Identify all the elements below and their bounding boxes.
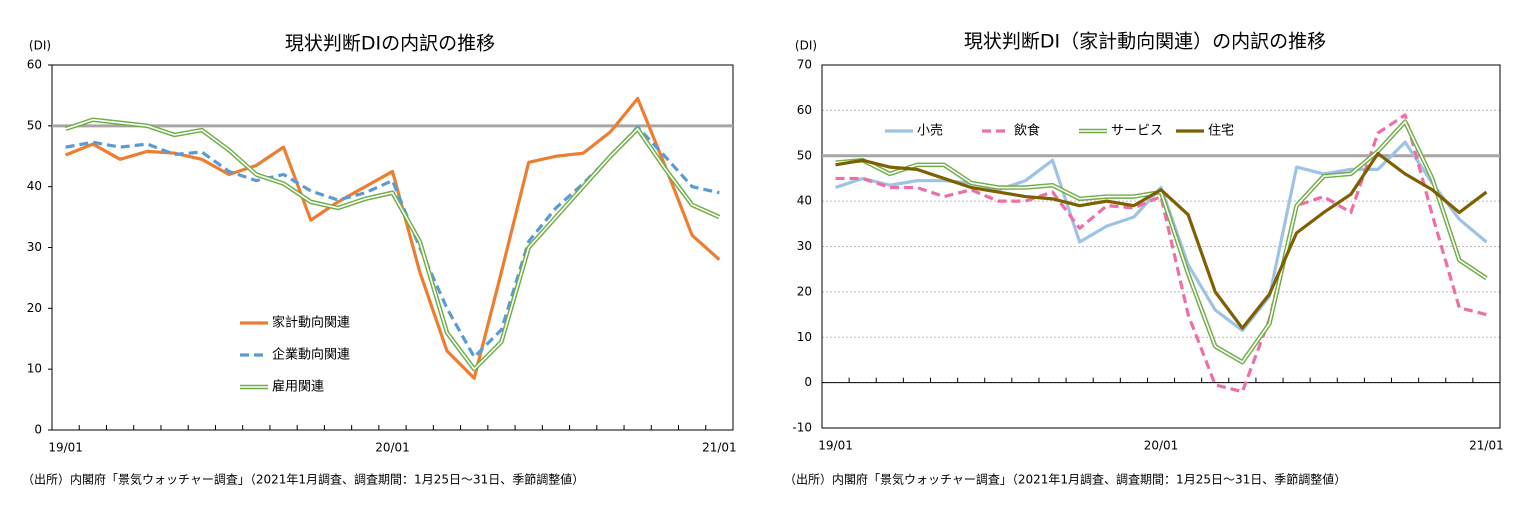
line [64,117,721,372]
y-tick-label: 10 [797,330,812,344]
x-tick-label: 20/01 [1144,439,1179,453]
y-tick-label: 60 [797,103,812,117]
line [835,113,1487,394]
legend-label: 小売 [917,123,943,139]
chart-title: 現状判断DIの内訳の推移 [285,33,495,55]
legend-label: 家計動向関連 [272,315,350,331]
y-tick-label: -10 [792,421,812,435]
line [65,125,720,359]
y-unit: (DI) [795,39,817,53]
y-tick-label: 50 [797,148,812,162]
plot-frame [821,64,1501,429]
chart-title: 現状判断DI（家計動向関連）の内訳の推移 [964,31,1326,53]
y-tick-label: 10 [27,362,42,376]
y-tick-label: 70 [797,58,812,72]
line [835,151,1488,330]
x-tick-label: 21/01 [702,441,737,455]
y-tick-label: 40 [27,179,42,193]
line-inner [65,118,720,371]
line [65,96,721,380]
line [835,140,1488,333]
legend-label: 飲食 [1014,123,1040,139]
y-tick-label: 20 [27,301,42,315]
y-tick-label: 40 [797,194,812,208]
line-inner [835,120,1487,364]
y-tick-label: 0 [34,423,42,437]
source-note: （出所）内閣府「景気ウォッチャー調査」（2021年1月調査、調査期間：1月25日… [22,472,584,487]
legend-label: 企業動向関連 [272,347,350,363]
y-tick-label: 50 [27,118,42,132]
y-tick-label: 20 [797,284,812,298]
legend-label: 住宅 [1208,124,1234,139]
x-tick-label: 19/01 [48,441,83,455]
x-tick-label: 20/01 [375,441,410,455]
y-unit: (DI) [29,39,51,53]
x-tick-label: 21/01 [1469,439,1504,453]
y-tick-label: 60 [27,58,42,72]
source-note: （出所）内閣府「景気ウォッチャー調査」（2021年1月調査、調査期間：1月25日… [784,472,1346,487]
plot-frame [51,64,734,431]
y-tick-label: 30 [797,239,812,253]
legend-label: 雇用関連 [272,379,324,395]
legend-label: サービス [1111,124,1163,139]
x-tick-label: 19/01 [818,439,853,453]
y-tick-label: 30 [27,240,42,254]
y-tick-label: 0 [804,375,812,389]
